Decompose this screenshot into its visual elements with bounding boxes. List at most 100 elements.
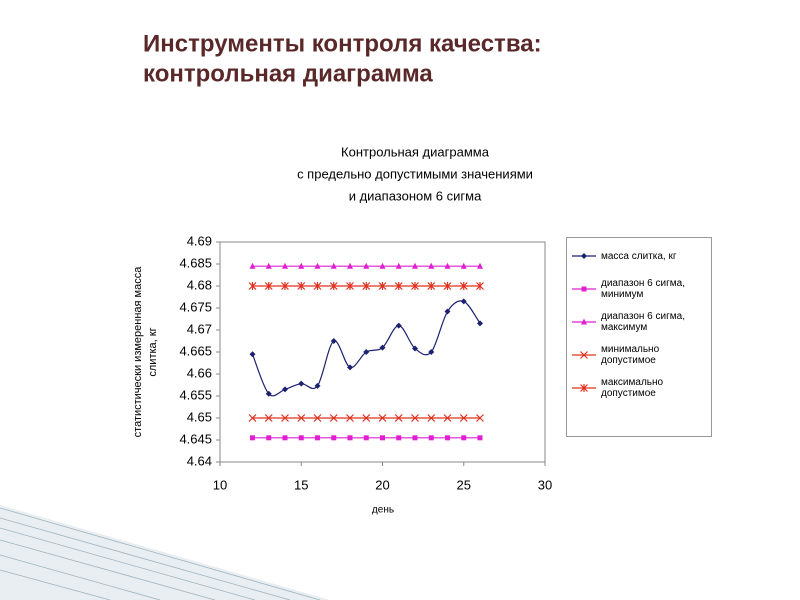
- legend-label: масса слитка, кг: [601, 250, 677, 262]
- marker: [249, 351, 256, 358]
- chart-title: с предельно допустимыми значениями: [297, 166, 533, 181]
- legend-swatch: [572, 384, 596, 392]
- y-tick-label: 4.665: [179, 343, 212, 358]
- marker: [476, 414, 484, 422]
- marker: [265, 390, 272, 397]
- marker: [347, 435, 353, 441]
- marker: [264, 282, 273, 290]
- x-tick-label: 25: [457, 477, 471, 492]
- marker: [460, 298, 467, 305]
- marker: [249, 262, 256, 269]
- marker: [297, 282, 306, 290]
- marker: [396, 435, 402, 441]
- marker: [314, 382, 321, 389]
- marker: [265, 262, 272, 269]
- marker: [461, 435, 467, 441]
- marker: [477, 320, 483, 327]
- marker: [314, 262, 321, 269]
- x-tick-label: 10: [213, 477, 227, 492]
- x-axis-label: день: [372, 505, 394, 516]
- y-tick-label: 4.645: [179, 431, 212, 446]
- marker: [379, 262, 386, 269]
- marker: [444, 308, 451, 315]
- marker: [297, 414, 306, 422]
- legend-swatch: [572, 351, 596, 359]
- marker: [459, 414, 468, 422]
- marker: [412, 345, 418, 352]
- y-tick-label: 4.685: [179, 255, 212, 270]
- y-axis-label: слитка, кг: [147, 327, 159, 376]
- marker: [395, 322, 402, 329]
- marker: [459, 282, 468, 290]
- marker: [313, 414, 322, 422]
- legend-item: диапазон 6 сигма, максимум: [571, 310, 707, 334]
- y-tick-label: 4.67: [187, 321, 212, 336]
- marker: [248, 414, 257, 422]
- marker: [580, 351, 588, 359]
- marker: [248, 282, 257, 290]
- legend-label: диапазон 6 сигма, минимум: [601, 278, 685, 300]
- marker: [394, 414, 403, 422]
- legend-label: максимально допустимое: [601, 377, 664, 399]
- plot-area: [219, 241, 546, 463]
- x-tick-label: 20: [375, 477, 389, 492]
- marker: [363, 349, 370, 355]
- marker: [394, 282, 403, 290]
- marker: [282, 435, 288, 441]
- marker: [428, 349, 435, 355]
- marker: [281, 414, 289, 422]
- y-tick-label: 4.68: [187, 277, 212, 292]
- marker: [266, 435, 272, 441]
- marker: [395, 262, 402, 269]
- y-tick-label: 4.675: [179, 299, 212, 314]
- marker: [443, 414, 452, 422]
- y-tick-label: 4.66: [187, 365, 212, 380]
- marker: [330, 338, 337, 344]
- marker: [362, 282, 371, 290]
- marker: [347, 262, 353, 269]
- legend-label: диапазон 6 сигма, максимум: [601, 311, 685, 333]
- marker: [378, 282, 387, 290]
- marker: [346, 414, 354, 422]
- marker: [444, 262, 451, 269]
- x-tick-label: 30: [538, 477, 552, 492]
- marker: [380, 435, 385, 441]
- legend-item: диапазон 6 сигма, минимум: [571, 277, 707, 301]
- legend: масса слитка, кг диапазон 6 сигма, миниму…: [566, 237, 712, 437]
- y-axis-label: статистически измеренная масса: [132, 266, 144, 438]
- marker: [428, 262, 435, 269]
- marker: [282, 262, 288, 269]
- marker: [476, 282, 484, 290]
- legend-item: масса слитка, кг: [571, 244, 707, 268]
- y-tick-label: 4.65: [187, 409, 212, 424]
- slide-title: Инструменты контроля качества:: [143, 30, 542, 57]
- chart-title: и диапазоном 6 сигма: [349, 188, 482, 203]
- marker: [313, 282, 322, 290]
- marker: [460, 262, 467, 269]
- legend-item: минимально допустимое: [571, 343, 707, 367]
- marker: [315, 435, 320, 441]
- marker: [445, 435, 450, 441]
- marker: [581, 318, 587, 325]
- marker: [298, 380, 305, 387]
- slide-title: контрольная диаграмма: [143, 60, 433, 87]
- marker: [412, 435, 418, 441]
- marker: [378, 414, 387, 422]
- marker: [443, 282, 452, 290]
- marker: [411, 282, 419, 290]
- marker: [329, 414, 338, 422]
- marker: [581, 286, 587, 292]
- marker: [298, 262, 305, 269]
- marker: [264, 414, 273, 422]
- y-tick-label: 4.69: [187, 233, 212, 248]
- marker: [411, 414, 419, 422]
- marker: [580, 384, 588, 392]
- x-tick-label: 15: [294, 477, 308, 492]
- marker: [363, 435, 369, 441]
- y-tick-label: 4.655: [179, 387, 212, 402]
- legend-label: минимально допустимое: [601, 344, 660, 366]
- marker: [298, 435, 304, 441]
- decor: [0, 505, 330, 600]
- marker: [477, 262, 483, 269]
